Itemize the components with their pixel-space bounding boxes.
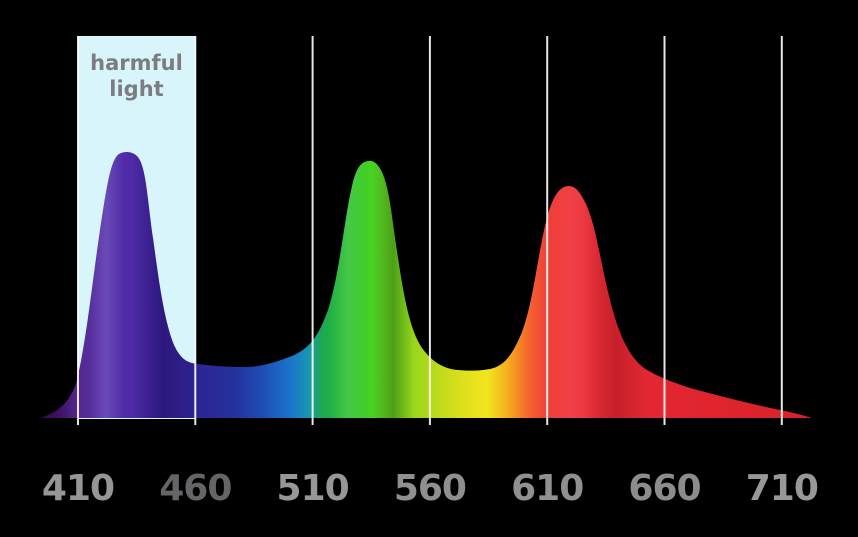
harmful-light-label-line1: harmful: [90, 51, 183, 75]
green-peak-highlight: [330, 151, 366, 418]
red-peak-shadow: [582, 176, 650, 418]
green-peak-shadow: [372, 151, 414, 418]
gridlines: [77, 36, 783, 425]
x-axis-tick-label: 610: [511, 468, 583, 509]
x-axis-tick-label: 710: [746, 468, 818, 509]
x-axis-tick-label: 560: [394, 468, 466, 509]
x-axis-tick-label: 510: [277, 468, 349, 509]
harmful-light-label-line2: light: [109, 77, 163, 101]
x-axis-tick-label: 460: [159, 468, 231, 509]
x-axis-tick-label: 410: [42, 468, 114, 509]
x-axis-tick-label: 660: [628, 468, 700, 509]
x-axis-labels: 410 460 510 560 610 660 710: [42, 468, 819, 509]
